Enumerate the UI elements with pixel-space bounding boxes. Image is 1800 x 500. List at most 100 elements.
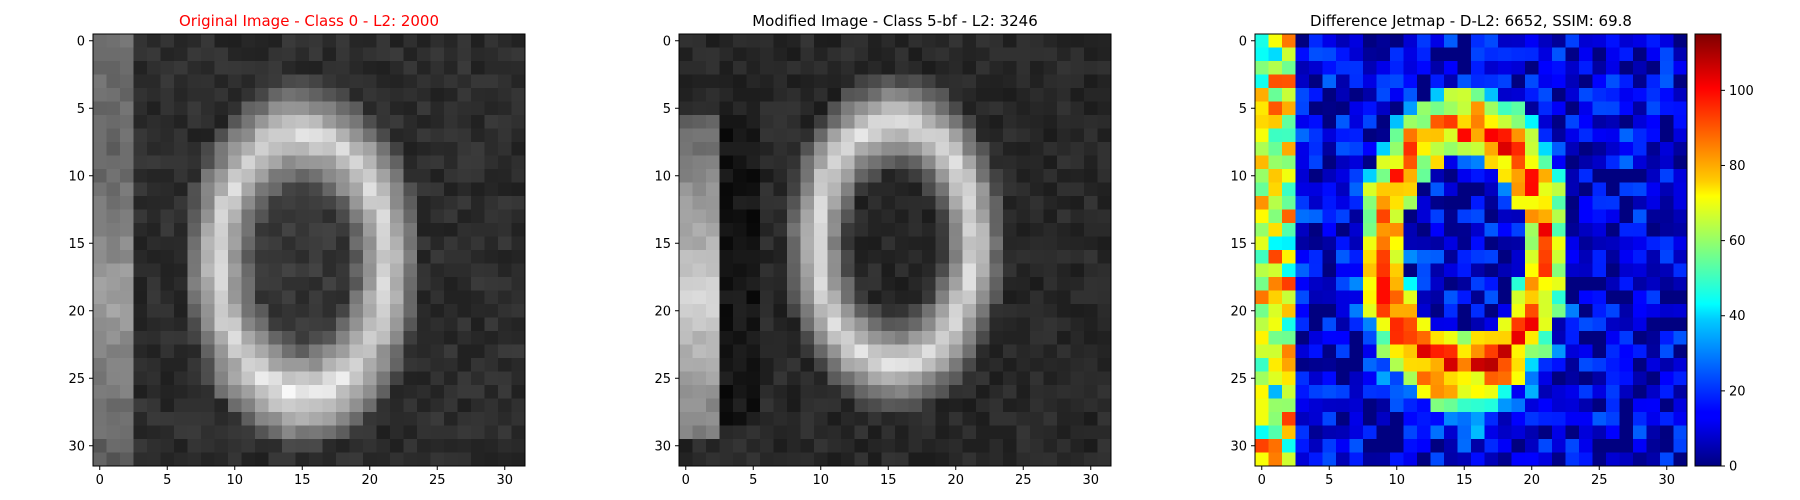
modified-pixel	[854, 169, 869, 183]
modified-pixel	[1016, 371, 1031, 386]
difference-pixel	[1660, 128, 1674, 143]
difference-pixel	[1552, 47, 1566, 62]
modified-pixel	[854, 398, 869, 413]
original-pixel	[363, 290, 377, 305]
difference-pixel	[1498, 47, 1512, 62]
original-pixel	[295, 155, 310, 170]
original-pixel	[498, 412, 512, 426]
modified-pixel	[787, 182, 801, 197]
modified-pixel	[733, 236, 747, 251]
modified-pixel	[935, 196, 950, 210]
difference-pixel	[1309, 34, 1323, 48]
original-pixel	[174, 88, 188, 102]
modified-pixel	[719, 128, 734, 143]
difference-pixel	[1363, 358, 1377, 372]
modified-pixel	[692, 358, 707, 372]
difference-pixel	[1403, 317, 1418, 332]
original-pixel	[93, 358, 107, 372]
modified-pixel	[827, 236, 842, 251]
colorbar-tick-label: 100	[1729, 84, 1754, 99]
modified-pixel	[814, 263, 828, 278]
difference-pixel	[1349, 128, 1364, 143]
original-pixel	[120, 223, 134, 237]
original-pixel	[282, 290, 296, 305]
modified-pixel	[868, 115, 882, 129]
original-pixel	[484, 74, 499, 89]
modified-pixel	[922, 101, 936, 116]
original-pixel	[390, 439, 404, 453]
difference-pixel	[1471, 61, 1485, 75]
original-pixel	[322, 439, 337, 453]
original-pixel	[417, 236, 431, 251]
original-pixel	[93, 277, 107, 291]
original-pixel	[174, 223, 188, 237]
modified-pixel	[922, 412, 936, 426]
difference-pixel	[1579, 101, 1593, 116]
modified-pixel	[1097, 128, 1112, 143]
difference-pixel	[1322, 290, 1337, 305]
modified-pixel	[1097, 169, 1112, 183]
modified-pixel	[814, 74, 828, 89]
x-tick-label: 20	[361, 473, 378, 488]
modified-pixel	[1097, 209, 1112, 224]
difference-pixel	[1619, 142, 1634, 156]
difference-pixel	[1498, 236, 1512, 251]
original-pixel	[511, 452, 526, 467]
modified-pixel	[800, 236, 815, 251]
difference-pixel	[1673, 128, 1688, 143]
modified-pixel	[1016, 344, 1031, 359]
original-pixel	[498, 425, 512, 440]
difference-pixel	[1592, 61, 1607, 75]
modified-pixel	[1043, 304, 1058, 318]
difference-pixel	[1417, 452, 1431, 467]
difference-jetmap-title: Difference Jetmap - D-L2: 6652, SSIM: 69…	[1310, 12, 1632, 30]
original-pixel	[309, 88, 323, 102]
original-pixel	[376, 34, 391, 48]
modified-pixel	[800, 331, 815, 345]
modified-pixel	[1070, 115, 1085, 129]
difference-pixel	[1403, 61, 1418, 75]
modified-pixel	[814, 142, 828, 156]
original-pixel	[214, 128, 229, 143]
original-pixel	[376, 371, 391, 386]
modified-pixel	[692, 34, 707, 48]
modified-pixel	[760, 236, 774, 251]
difference-pixel	[1457, 61, 1472, 75]
original-pixel	[106, 250, 121, 264]
difference-pixel	[1349, 371, 1364, 386]
difference-pixel	[1633, 209, 1647, 224]
difference-pixel	[1484, 344, 1499, 359]
modified-pixel	[760, 439, 774, 453]
modified-pixel	[949, 358, 963, 372]
modified-pixel	[908, 209, 923, 224]
y-tick-label: 5	[77, 102, 85, 117]
difference-pixel	[1255, 412, 1269, 426]
original-pixel	[417, 304, 431, 318]
difference-pixel	[1471, 196, 1485, 210]
difference-pixel	[1646, 88, 1661, 102]
original-pixel	[282, 223, 296, 237]
modified-pixel	[773, 412, 788, 426]
original-pixel	[295, 358, 310, 372]
modified-pixel	[773, 425, 788, 440]
modified-pixel	[935, 115, 950, 129]
modified-pixel	[976, 344, 990, 359]
modified-pixel	[746, 385, 761, 399]
difference-pixel	[1498, 182, 1512, 197]
modified-pixel	[692, 223, 707, 237]
difference-pixel	[1295, 263, 1310, 278]
modified-image-panel: Modified Image - Class 5-bf - L2: 3246 0…	[654, 12, 1112, 488]
original-pixel	[457, 452, 472, 467]
modified-pixel	[706, 142, 720, 156]
modified-pixel	[679, 263, 693, 278]
difference-pixel	[1417, 47, 1431, 62]
difference-pixel	[1282, 236, 1296, 251]
difference-pixel	[1565, 101, 1580, 116]
modified-pixel	[827, 182, 842, 197]
original-pixel	[471, 344, 485, 359]
original-pixel	[201, 34, 215, 48]
original-pixel	[336, 344, 350, 359]
original-pixel	[147, 358, 161, 372]
